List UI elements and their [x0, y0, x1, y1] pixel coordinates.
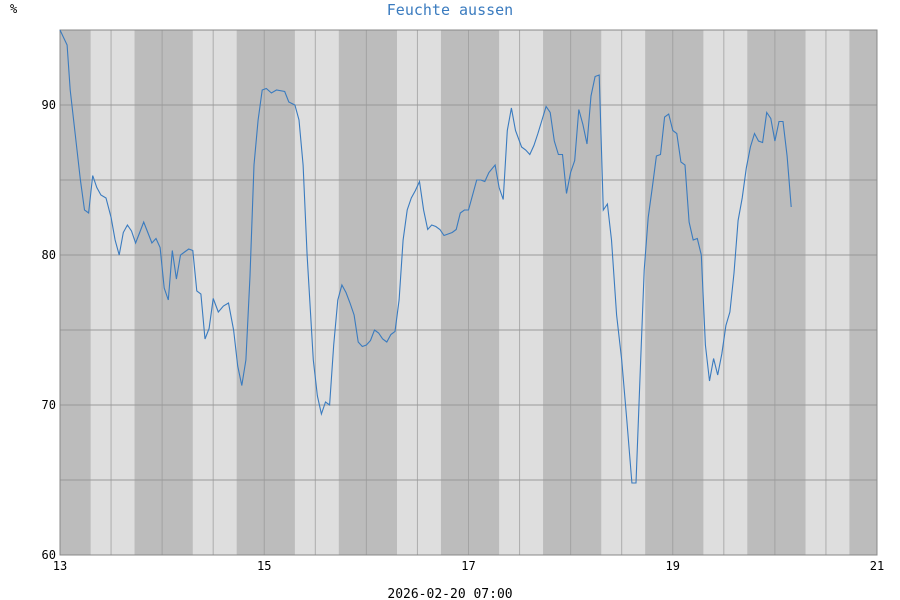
- x-tick-label: 15: [257, 559, 271, 573]
- x-tick-label: 19: [666, 559, 680, 573]
- x-tick-label: 21: [870, 559, 884, 573]
- y-tick-label: 60: [42, 548, 56, 562]
- y-tick-label: 80: [42, 248, 56, 262]
- y-tick-label: 70: [42, 398, 56, 412]
- night-band: [236, 30, 295, 555]
- night-band: [747, 30, 806, 555]
- axis-ticks: 13 15 17 19 21 60 70 80 90: [42, 98, 885, 573]
- x-tick-label: 13: [53, 559, 67, 573]
- chart-timestamp: 2026-02-20 07:00: [387, 587, 512, 600]
- night-band: [645, 30, 704, 555]
- humidity-series-line: [59, 29, 792, 484]
- night-band: [849, 30, 877, 555]
- night-band: [543, 30, 602, 555]
- night-band: [440, 30, 500, 555]
- night-band: [60, 30, 91, 555]
- plot-area: [59, 29, 878, 556]
- chart-title: Feuchte aussen: [387, 1, 513, 19]
- night-band: [338, 30, 398, 555]
- night-band: [134, 30, 193, 555]
- y-axis-unit-label: %: [10, 2, 18, 16]
- y-tick-label: 90: [42, 98, 56, 112]
- plot-frame: [59, 29, 878, 556]
- x-tick-label: 17: [461, 559, 475, 573]
